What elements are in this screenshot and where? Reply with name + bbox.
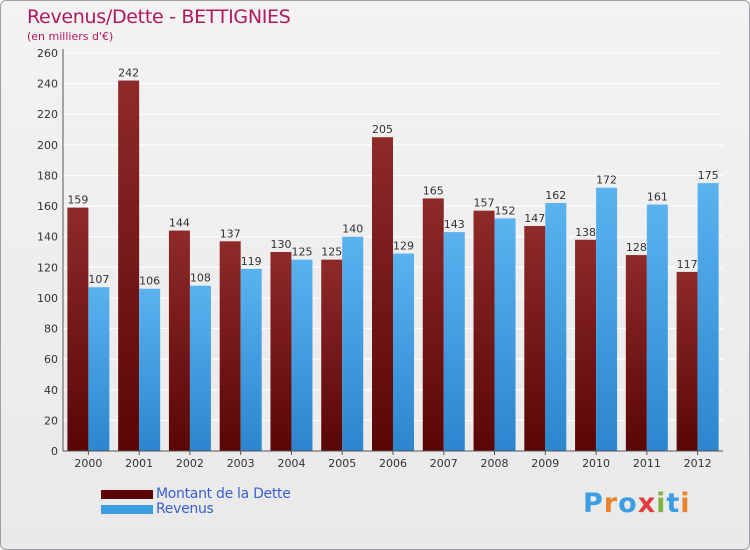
logo-letter: P xyxy=(583,488,604,519)
data-label: 175 xyxy=(698,169,719,182)
logo-letter: i xyxy=(656,488,667,519)
data-label: 119 xyxy=(241,255,262,268)
y-tick-label: 200 xyxy=(37,139,58,152)
bar-revenus xyxy=(393,253,414,451)
y-tick-label: 0 xyxy=(51,445,58,458)
x-tick-label: 2011 xyxy=(633,457,661,470)
y-tick-label: 80 xyxy=(44,323,58,336)
bar-dette xyxy=(67,207,89,451)
x-tick-label: 2000 xyxy=(74,457,102,470)
logo-letter: t xyxy=(666,488,681,519)
y-tick-label: 160 xyxy=(37,200,58,213)
logo-letter: r xyxy=(603,488,619,519)
legend-label-revenus: Revenus xyxy=(156,501,214,517)
data-label: 130 xyxy=(270,238,291,251)
data-label: 165 xyxy=(423,184,444,197)
y-tick-label: 260 xyxy=(37,47,58,60)
bar-dette xyxy=(270,252,292,451)
data-label: 108 xyxy=(190,272,211,285)
x-tick-label: 2010 xyxy=(582,457,610,470)
y-tick-label: 120 xyxy=(37,261,58,274)
data-label: 159 xyxy=(67,194,88,207)
bar-dette xyxy=(321,259,343,451)
logo-letter: x xyxy=(637,488,657,519)
bar-revenus xyxy=(494,218,516,451)
x-tick-label: 2001 xyxy=(125,457,153,470)
bar-revenus xyxy=(291,259,313,451)
y-tick-label: 180 xyxy=(37,169,58,182)
bar-revenus xyxy=(139,288,161,451)
data-label: 137 xyxy=(220,227,241,240)
x-tick-label: 2005 xyxy=(328,457,356,470)
x-tick-label: 2004 xyxy=(277,457,305,470)
data-label: 143 xyxy=(444,218,465,231)
data-label: 205 xyxy=(372,123,393,136)
bar-revenus xyxy=(545,203,567,451)
bar-dette xyxy=(524,225,546,451)
proxiti-logo: Proxiti xyxy=(583,488,691,519)
data-label: 144 xyxy=(169,217,190,230)
y-tick-label: 60 xyxy=(44,353,58,366)
x-tick-label: 2002 xyxy=(176,457,204,470)
data-label: 157 xyxy=(474,197,495,210)
bar-dette xyxy=(473,210,495,451)
chart-title: Revenus/Dette - BETTIGNIES xyxy=(27,6,291,28)
legend-swatch-dette xyxy=(101,490,153,499)
y-tick-label: 20 xyxy=(44,414,58,427)
bars xyxy=(67,80,719,452)
data-label: 125 xyxy=(321,246,342,259)
data-label: 129 xyxy=(393,240,414,253)
bar-dette xyxy=(118,80,140,452)
x-tick-label: 2006 xyxy=(379,457,407,470)
bar-dette xyxy=(372,137,393,451)
logo-letter: i xyxy=(680,488,691,519)
bar-dette xyxy=(422,198,444,451)
x-tick-label: 2012 xyxy=(684,457,712,470)
x-tick-label: 2008 xyxy=(481,457,509,470)
data-label: 117 xyxy=(677,258,698,271)
bar-revenus xyxy=(443,232,465,451)
y-tick-label: 100 xyxy=(37,292,58,305)
bar-dette xyxy=(575,239,597,451)
bar-revenus xyxy=(646,204,668,451)
x-tick-label: 2007 xyxy=(430,457,458,470)
data-label: 147 xyxy=(524,212,545,225)
bar-revenus xyxy=(596,187,618,451)
y-tick-label: 240 xyxy=(37,78,58,91)
legend-swatch-revenus xyxy=(101,505,153,514)
data-label: 106 xyxy=(139,275,160,288)
bar-revenus xyxy=(697,183,719,451)
data-label: 128 xyxy=(626,241,647,254)
data-label: 140 xyxy=(342,223,363,236)
y-tick-label: 220 xyxy=(37,108,58,121)
logo-letter: o xyxy=(618,488,638,519)
data-label: 152 xyxy=(495,204,516,217)
bar-dette xyxy=(625,255,647,451)
chart-subtitle: (en milliers d'€) xyxy=(27,30,114,43)
bar-revenus xyxy=(88,287,110,451)
bar-dette xyxy=(219,241,241,451)
bar-revenus xyxy=(240,268,262,451)
bar-dette xyxy=(676,271,698,451)
data-label: 138 xyxy=(575,226,596,239)
data-label: 172 xyxy=(596,174,617,187)
bar-revenus xyxy=(342,236,364,451)
y-tick-label: 40 xyxy=(44,384,58,397)
data-label: 161 xyxy=(647,191,668,204)
bar-revenus xyxy=(189,285,211,451)
y-tick-label: 140 xyxy=(37,231,58,244)
data-label: 162 xyxy=(545,189,566,202)
axes: 0 20 40 60 80 100 120 140 160 180 200 220 240 260 159 1… xyxy=(37,47,723,470)
x-tick-label: 2009 xyxy=(531,457,559,470)
data-label: 242 xyxy=(118,67,139,80)
x-tick-label: 2003 xyxy=(227,457,255,470)
data-label: 107 xyxy=(88,273,109,286)
data-label: 125 xyxy=(291,246,312,259)
bar-dette xyxy=(168,230,190,451)
legend-label-dette: Montant de la Dette xyxy=(156,486,291,502)
